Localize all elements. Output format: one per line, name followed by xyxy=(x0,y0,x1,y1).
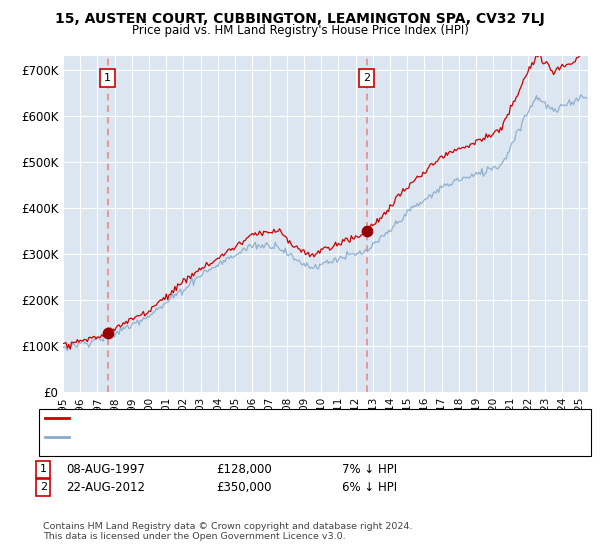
Text: 6% ↓ HPI: 6% ↓ HPI xyxy=(342,480,397,494)
Text: 08-AUG-1997: 08-AUG-1997 xyxy=(66,463,145,476)
Text: 1: 1 xyxy=(40,464,47,474)
Point xyxy=(103,329,113,338)
Text: Contains HM Land Registry data © Crown copyright and database right 2024.
This d: Contains HM Land Registry data © Crown c… xyxy=(43,522,413,542)
Text: 22-AUG-2012: 22-AUG-2012 xyxy=(66,480,145,494)
Point xyxy=(362,226,371,235)
Text: £350,000: £350,000 xyxy=(216,480,271,494)
Text: Price paid vs. HM Land Registry's House Price Index (HPI): Price paid vs. HM Land Registry's House … xyxy=(131,24,469,36)
Text: 1: 1 xyxy=(104,73,111,83)
Text: £128,000: £128,000 xyxy=(216,463,272,476)
Text: 15, AUSTEN COURT, CUBBINGTON, LEAMINGTON SPA, CV32 7LJ (detached house): 15, AUSTEN COURT, CUBBINGTON, LEAMINGTON… xyxy=(72,413,495,423)
Text: 7% ↓ HPI: 7% ↓ HPI xyxy=(342,463,397,476)
Text: 2: 2 xyxy=(363,73,370,83)
Text: HPI: Average price, detached house, Warwick: HPI: Average price, detached house, Warw… xyxy=(72,432,308,442)
Text: 2: 2 xyxy=(40,482,47,492)
Text: 15, AUSTEN COURT, CUBBINGTON, LEAMINGTON SPA, CV32 7LJ: 15, AUSTEN COURT, CUBBINGTON, LEAMINGTON… xyxy=(55,12,545,26)
